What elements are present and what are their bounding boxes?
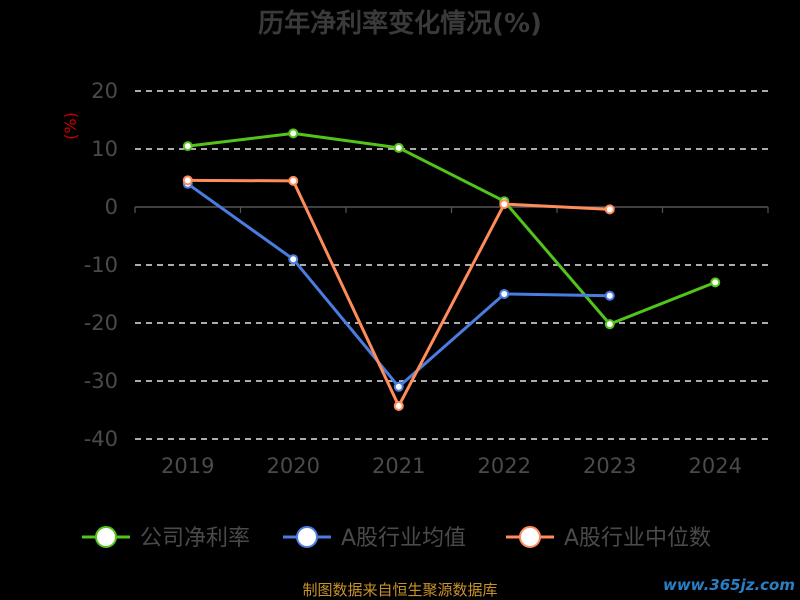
x-tick-label: 2023 bbox=[583, 454, 636, 478]
watermark-text: www.365jz.com bbox=[663, 576, 795, 594]
grid-lines bbox=[135, 90, 768, 440]
legend-marker bbox=[95, 526, 117, 548]
x-tick-label: 2024 bbox=[689, 454, 742, 478]
data-point bbox=[499, 289, 510, 299]
data-point bbox=[288, 175, 299, 186]
x-tick-label: 2020 bbox=[267, 454, 320, 478]
x-tick-label: 2021 bbox=[372, 454, 425, 478]
legend-label: A股行业均值 bbox=[341, 526, 466, 551]
data-point bbox=[182, 175, 193, 186]
series-line-0 bbox=[187, 131, 716, 326]
data-point bbox=[288, 128, 299, 139]
data-point bbox=[604, 204, 615, 215]
legend-label: A股行业中位数 bbox=[564, 526, 711, 551]
data-source-note: 制图数据来自恒生聚源数据库 bbox=[302, 581, 497, 599]
data-point bbox=[710, 277, 721, 288]
data-point bbox=[499, 199, 510, 210]
data-point bbox=[604, 290, 615, 301]
data-point bbox=[393, 142, 404, 153]
y-tick-label: -30 bbox=[84, 369, 118, 393]
x-axis: 2019 2020 2021 2022 2023 2024 bbox=[134, 207, 769, 478]
y-tick-label: -40 bbox=[84, 427, 118, 451]
y-tick-label: -10 bbox=[84, 253, 118, 277]
y-tick-label: 0 bbox=[105, 195, 118, 219]
legend-marker bbox=[519, 526, 541, 548]
y-tick-label: 20 bbox=[91, 79, 118, 103]
data-point bbox=[288, 254, 299, 265]
data-point bbox=[604, 319, 615, 330]
series-lines bbox=[182, 128, 721, 411]
data-point bbox=[182, 141, 193, 152]
data-point bbox=[393, 400, 404, 411]
legend-marker bbox=[296, 526, 318, 548]
y-tick-label: 10 bbox=[91, 137, 118, 161]
data-point bbox=[393, 381, 404, 392]
y-tick-labels: 20 10 0 -10 -20 -30 -40 bbox=[84, 79, 118, 451]
y-axis-label: (%) bbox=[61, 112, 80, 140]
y-tick-label: -20 bbox=[84, 311, 118, 335]
x-tick-label: 2022 bbox=[478, 454, 531, 478]
legend: 公司净利率 A股行业均值 A股行业中位数 bbox=[82, 526, 711, 551]
chart-title: 历年净利率变化情况(%) bbox=[258, 8, 542, 39]
x-tick-label: 2019 bbox=[161, 454, 214, 478]
legend-label: 公司净利率 bbox=[140, 526, 250, 551]
series-line-1 bbox=[186, 182, 610, 389]
series-line-2 bbox=[187, 178, 610, 408]
